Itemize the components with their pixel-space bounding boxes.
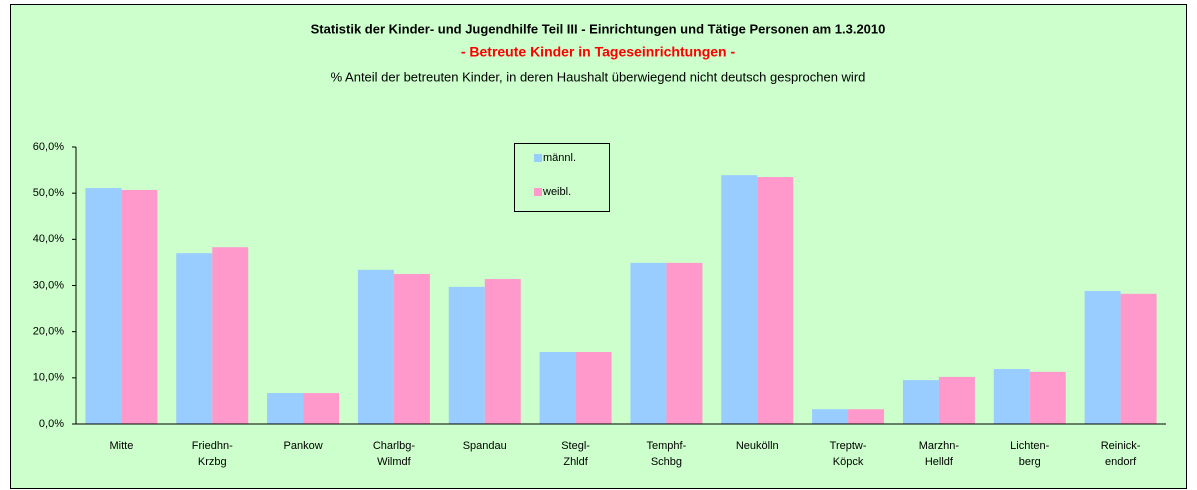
bar [993,369,1030,424]
x-tick-label: Temphf-Schbg [647,440,687,468]
bar [539,351,576,424]
chart-subtitle: - Betreute Kinder in Tageseinrichtungen … [461,44,736,60]
x-tick-label: Mitte [109,440,133,452]
bar [812,409,849,424]
x-tick-label: Neukölln [736,440,779,452]
x-tick-label: Lichten-berg [1010,440,1049,468]
bar [484,279,521,424]
bar [212,247,249,424]
x-tick-label: Reinick-endorf [1101,440,1141,468]
y-tick-label: 30,0% [33,279,64,291]
bar [85,188,122,424]
x-tick-label: Charlbg-Wilmdf [373,440,416,468]
y-tick-label: 40,0% [33,233,64,245]
x-tick-label: Spandau [463,440,507,452]
bar [666,262,703,424]
bar [721,175,758,424]
bar [938,376,975,424]
bar [902,380,939,424]
y-tick-label: 20,0% [33,326,64,338]
legend-label: weibl. [542,186,571,198]
bar [1029,371,1066,424]
bar [267,393,304,424]
bar [176,253,213,424]
y-tick-label: 0,0% [39,418,64,430]
y-tick-label: 60,0% [33,141,64,153]
chart-title: Statistik der Kinder- und Jugendhilfe Te… [311,21,886,36]
x-tick-label: Friedhn-Krzbg [192,440,233,468]
x-tick-label: Marzhn-Helldf [919,440,960,468]
bar [121,189,158,424]
bar [448,286,485,424]
bar [1084,291,1121,424]
y-tick-label: 50,0% [33,187,64,199]
bar [303,393,340,424]
bar [1120,293,1157,424]
legend-swatch [534,154,542,162]
bar [393,273,430,424]
legend-box [514,143,610,212]
bar [630,262,667,424]
bar [357,269,394,424]
y-tick-label: 10,0% [33,372,64,384]
bar [757,177,794,424]
legend-label: männl. [543,152,576,164]
x-tick-label: Pankow [284,440,323,452]
x-tick-label: Treptw-Köpck [830,440,867,468]
x-tick-label: Stegl-Zhldf [561,440,590,468]
chart-description: % Anteil der betreuten Kinder, in deren … [331,69,866,84]
bar [575,351,612,424]
legend-swatch [534,188,542,196]
bar [848,409,885,424]
